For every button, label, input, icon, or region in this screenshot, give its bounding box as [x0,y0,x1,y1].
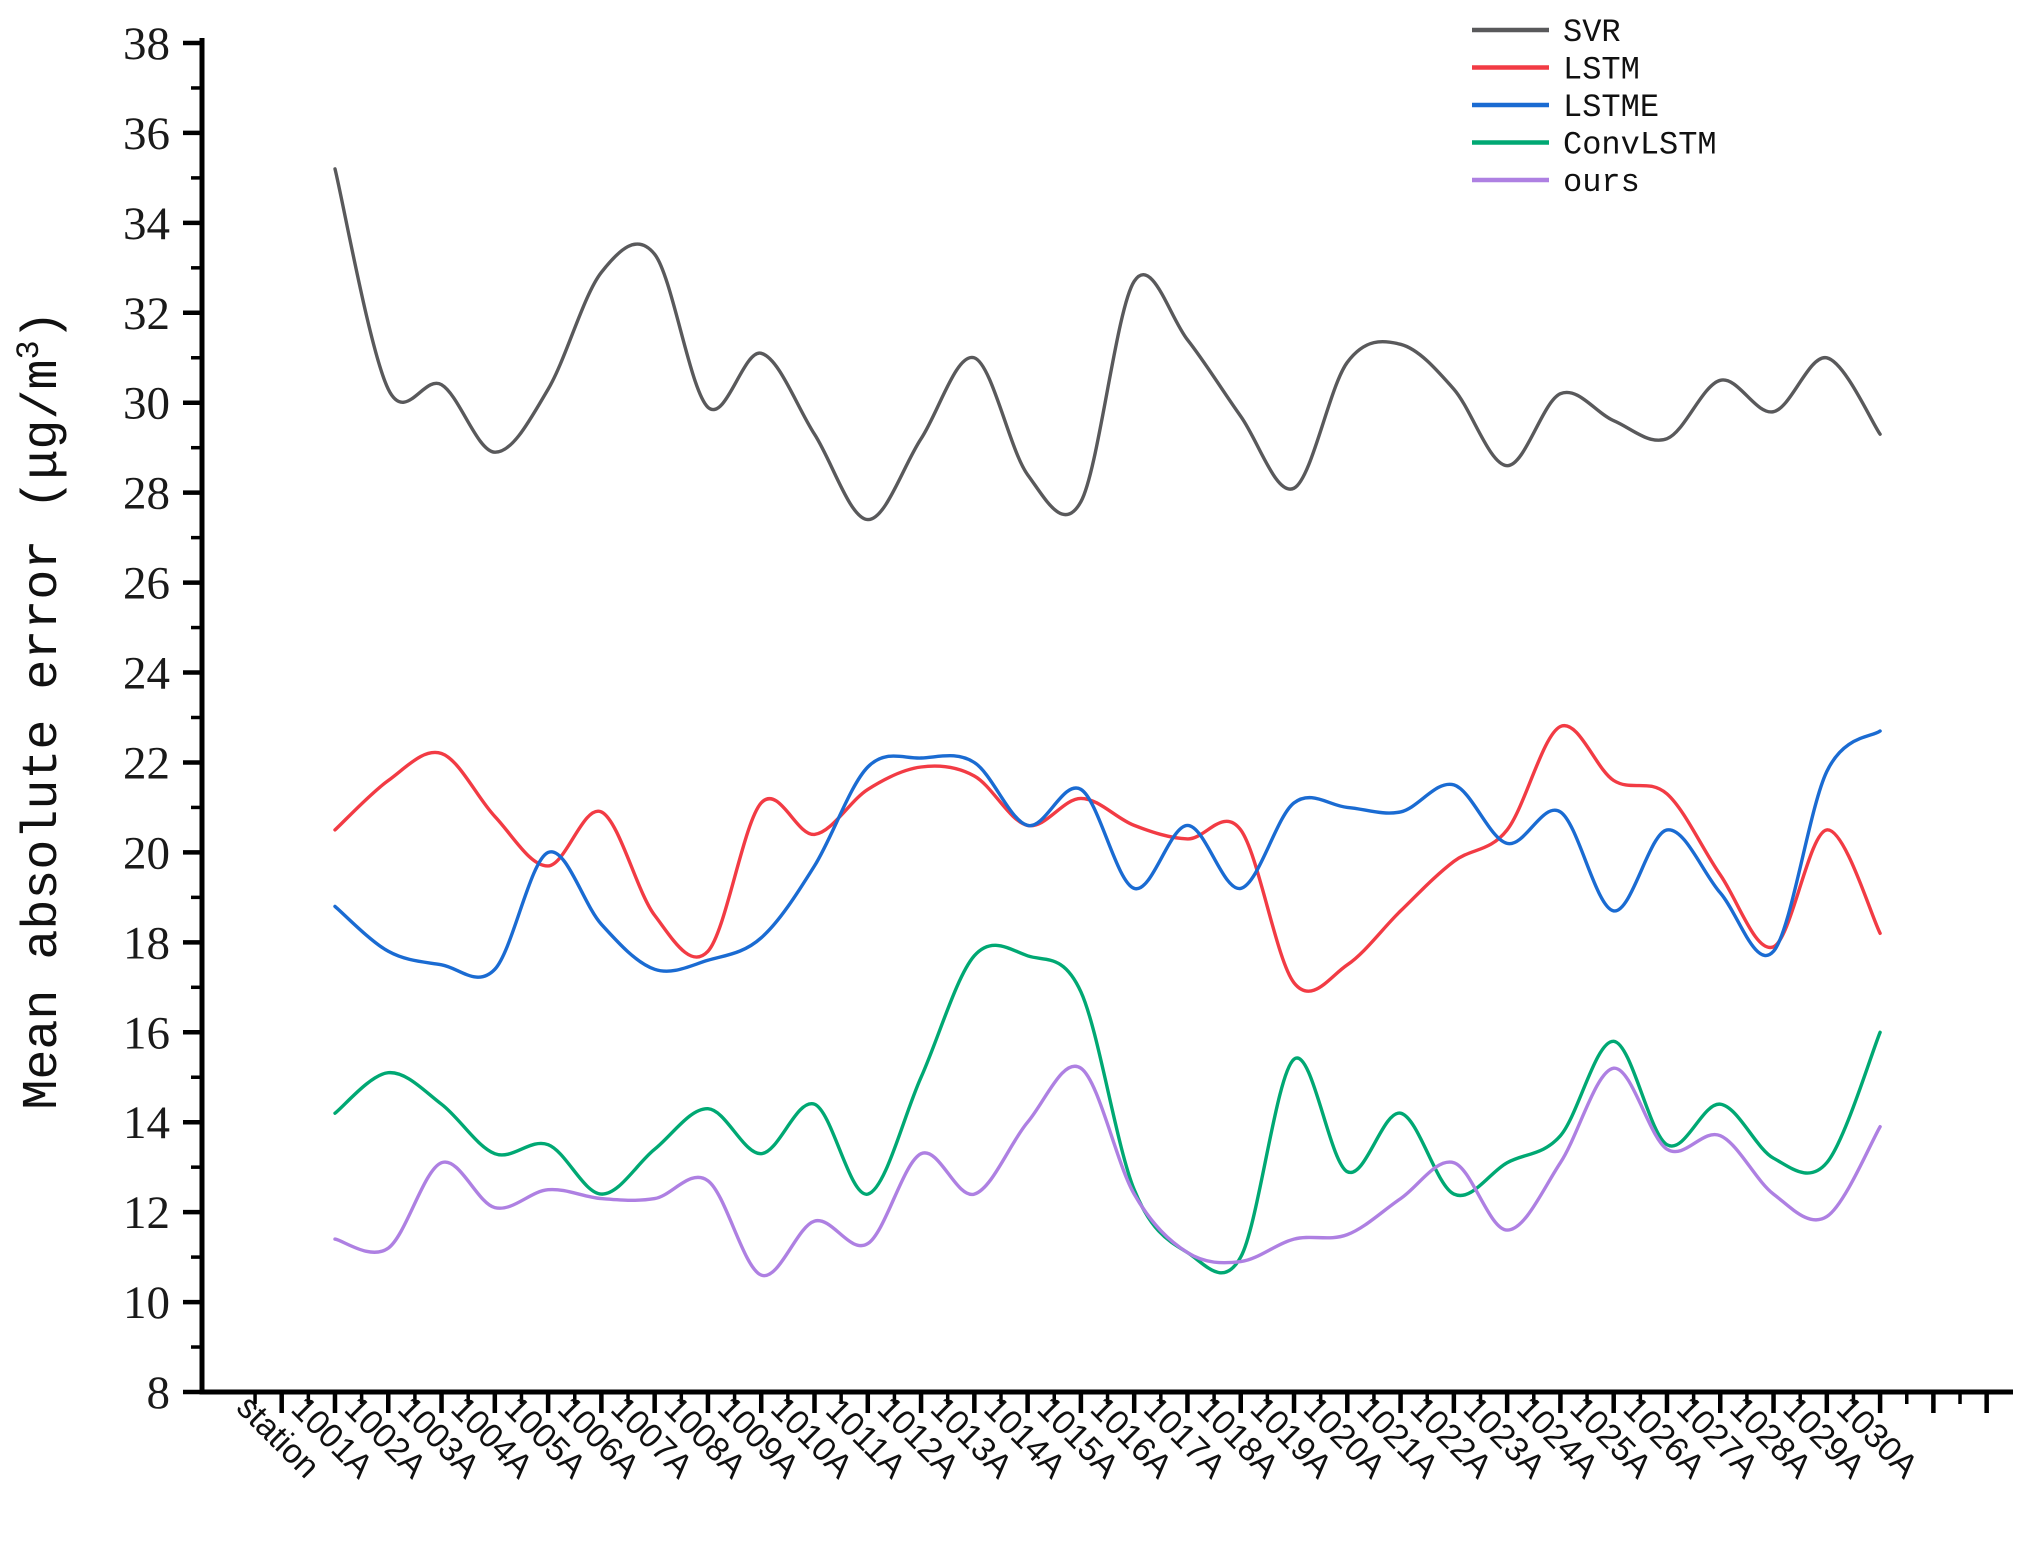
y-tick-label: 8 [147,1367,171,1419]
y-tick-label: 12 [123,1187,170,1239]
y-axis-title: Mean absolute error (μg/m3) [11,310,72,1109]
series-lines [333,167,1882,1278]
y-tick-label: 34 [123,198,170,250]
y-tick-label: 14 [123,1097,170,1149]
y-tick-label: 30 [123,378,170,430]
y-tick-label: 10 [123,1277,170,1329]
x-axis-labels: station1001A1002A1003A1004A1005A1006A100… [229,1388,1925,1486]
y-axis-ticks: 8 10 12 14 16 18 20 22 24 26 28 30 32 34 36 38 [123,18,202,1419]
y-tick-label: 20 [123,827,170,879]
series-line-svr [333,167,1882,522]
legend-item-svr: SVR [1472,14,1621,51]
x-axis-ticks [253,1392,1989,1413]
legend-item-convlstm: ConvLSTM [1472,127,1717,164]
y-tick-label: 22 [123,737,170,789]
y-tick-label: 28 [123,468,170,520]
legend-label: LSTME [1563,89,1659,126]
y-tick-label: 18 [123,917,170,969]
legend-item-lstme: LSTME [1472,89,1659,126]
y-tick-label: 32 [123,288,170,340]
y-tick-label: 26 [123,558,170,610]
legend-item-ours: ours [1472,164,1640,201]
y-tick-label: 24 [123,648,170,700]
y-tick-label: 16 [123,1007,170,1059]
legend-label: SVR [1563,14,1621,51]
legend-label: LSTM [1563,52,1640,89]
series-line-lstm [333,724,1882,993]
y-tick-label: 38 [123,18,170,70]
legend-label: ConvLSTM [1563,127,1717,164]
series-line-ours [333,1064,1882,1278]
y-tick-label: 36 [123,108,170,160]
series-line-convlstm [333,943,1882,1275]
legend-label: ours [1563,164,1640,201]
legend-item-lstm: LSTM [1472,52,1640,89]
series-line-lstme [333,729,1882,979]
